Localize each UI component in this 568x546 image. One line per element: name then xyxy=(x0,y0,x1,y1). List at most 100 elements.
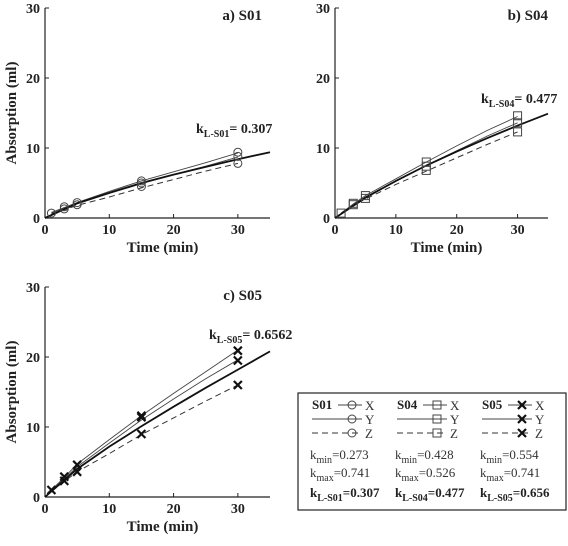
k-annotation: kL-S04= 0.477 xyxy=(481,92,557,110)
y-tick-label: 10 xyxy=(26,142,40,157)
legend-marker xyxy=(432,414,442,424)
legend-label: X xyxy=(450,398,460,413)
data-point xyxy=(72,198,82,208)
k-annotation-sub: L-S01 xyxy=(204,129,230,140)
x-tick-label: 20 xyxy=(167,223,181,238)
data-point xyxy=(46,208,56,218)
legend-kmin-value: =0.554 xyxy=(502,447,539,462)
legend-label: Y xyxy=(365,412,375,427)
series-line-X xyxy=(340,116,518,214)
k-annotation: kL-S01= 0.307 xyxy=(196,122,272,140)
legend-kmax-sub: max xyxy=(487,473,504,484)
legend-kmax: kmax=0.526 xyxy=(395,465,456,484)
k-annotation-value: = 0.477 xyxy=(514,92,557,107)
legend-kl-sub: L-S05 xyxy=(487,493,513,504)
x-tick-label: 20 xyxy=(450,223,464,238)
data-point xyxy=(336,208,346,218)
series-line-Y xyxy=(51,359,239,492)
series-line-fit xyxy=(44,350,271,498)
legend-kl-k: k xyxy=(310,485,318,500)
data-point xyxy=(233,345,243,356)
y-tick-label: 30 xyxy=(316,2,330,17)
series-line-fit xyxy=(44,151,271,219)
x-tick-label: 0 xyxy=(332,223,339,238)
x-tick-label: 30 xyxy=(511,223,525,238)
data-point xyxy=(233,158,243,168)
data-point xyxy=(136,429,147,439)
panel-1: 0 10 20 30 0 10 20 30 Time (min) Absorption (ml) a… xyxy=(4,2,272,256)
legend-kmax-value: =0.526 xyxy=(419,465,456,480)
y-tick-label: 20 xyxy=(316,72,330,87)
legend-kmin-k: k xyxy=(480,447,487,462)
data-point xyxy=(233,147,243,157)
k-annotation-sub: L-S04 xyxy=(489,99,515,110)
data-point xyxy=(136,176,146,186)
legend-header: S01 xyxy=(312,397,332,412)
data-point xyxy=(513,118,523,128)
k-annotation-sub: L-S05 xyxy=(217,335,243,346)
x-axis-label: Time (min) xyxy=(127,519,199,535)
x-axis-label: Time (min) xyxy=(411,240,483,256)
legend-kmin: kmin=0.428 xyxy=(395,447,454,466)
series-line-Z xyxy=(340,131,518,215)
legend-kl: kL-S05=0.656 xyxy=(480,485,550,504)
y-axis-label: Absorption (ml) xyxy=(4,62,20,165)
y-tick-label: 30 xyxy=(26,2,40,17)
legend-marker xyxy=(517,428,527,438)
legend-kl-value: =0.656 xyxy=(513,485,550,500)
data-point xyxy=(136,182,146,191)
legend-label: X xyxy=(365,398,375,413)
k-annotation-k: k xyxy=(481,92,489,107)
y-tick-label: 0 xyxy=(33,491,40,506)
legend-marker xyxy=(347,400,357,410)
legend-kmin-sub: min xyxy=(487,455,503,466)
x-tick-label: 20 xyxy=(167,502,181,517)
legend-label: Z xyxy=(450,426,458,441)
legend-kmax-k: k xyxy=(480,465,487,480)
legend-kmax-value: =0.741 xyxy=(504,465,541,480)
legend-kmin-value: =0.428 xyxy=(417,447,454,462)
legend-label: X xyxy=(535,398,545,413)
data-point xyxy=(421,157,431,167)
legend-label: Z xyxy=(535,426,543,441)
y-tick-label: 10 xyxy=(316,142,330,157)
legend-kmax-sub: max xyxy=(317,473,334,484)
panel-title: a) S01 xyxy=(222,8,262,24)
legend-kl-k: k xyxy=(395,485,403,500)
k-annotation-k: k xyxy=(196,122,204,137)
legend-kl: kL-S01=0.307 xyxy=(310,485,380,504)
legend-kl: kL-S04=0.477 xyxy=(395,485,465,504)
data-point xyxy=(59,471,70,482)
legend-kl-value: =0.307 xyxy=(343,485,380,500)
panel-2: 0 10 20 30 0 10 20 30 Time (min) b) S04 kL-S04= 0.… xyxy=(316,2,557,256)
data-point xyxy=(233,380,243,390)
legend-kl-sub: L-S04 xyxy=(402,493,428,504)
legend-kmax-value: =0.741 xyxy=(334,465,371,480)
legend-marker xyxy=(517,414,527,424)
y-tick-label: 20 xyxy=(26,72,40,87)
legend-label: Y xyxy=(450,412,460,427)
data-point xyxy=(233,151,243,161)
k-annotation-value: = 0.6562 xyxy=(242,328,292,343)
data-point xyxy=(360,191,370,201)
y-tick-label: 0 xyxy=(33,212,40,227)
x-tick-label: 0 xyxy=(42,223,49,238)
data-point xyxy=(72,200,82,210)
data-point xyxy=(59,204,69,214)
legend-kmax: kmax=0.741 xyxy=(310,465,370,484)
legend-kmin: kmin=0.554 xyxy=(480,447,539,466)
legend-kmax-k: k xyxy=(310,465,317,480)
legend-kmin-k: k xyxy=(310,447,317,462)
legend-kmin-sub: min xyxy=(317,455,333,466)
legend-marker xyxy=(517,400,527,410)
data-point xyxy=(513,127,523,137)
data-point xyxy=(136,411,147,421)
legend-header: S05 xyxy=(482,397,503,412)
data-point xyxy=(46,485,57,495)
y-axis-label: Absorption (ml) xyxy=(4,341,20,444)
x-tick-label: 30 xyxy=(231,502,245,517)
legend-kmax-k: k xyxy=(395,465,402,480)
data-point xyxy=(72,467,82,477)
legend-marker xyxy=(347,428,357,438)
